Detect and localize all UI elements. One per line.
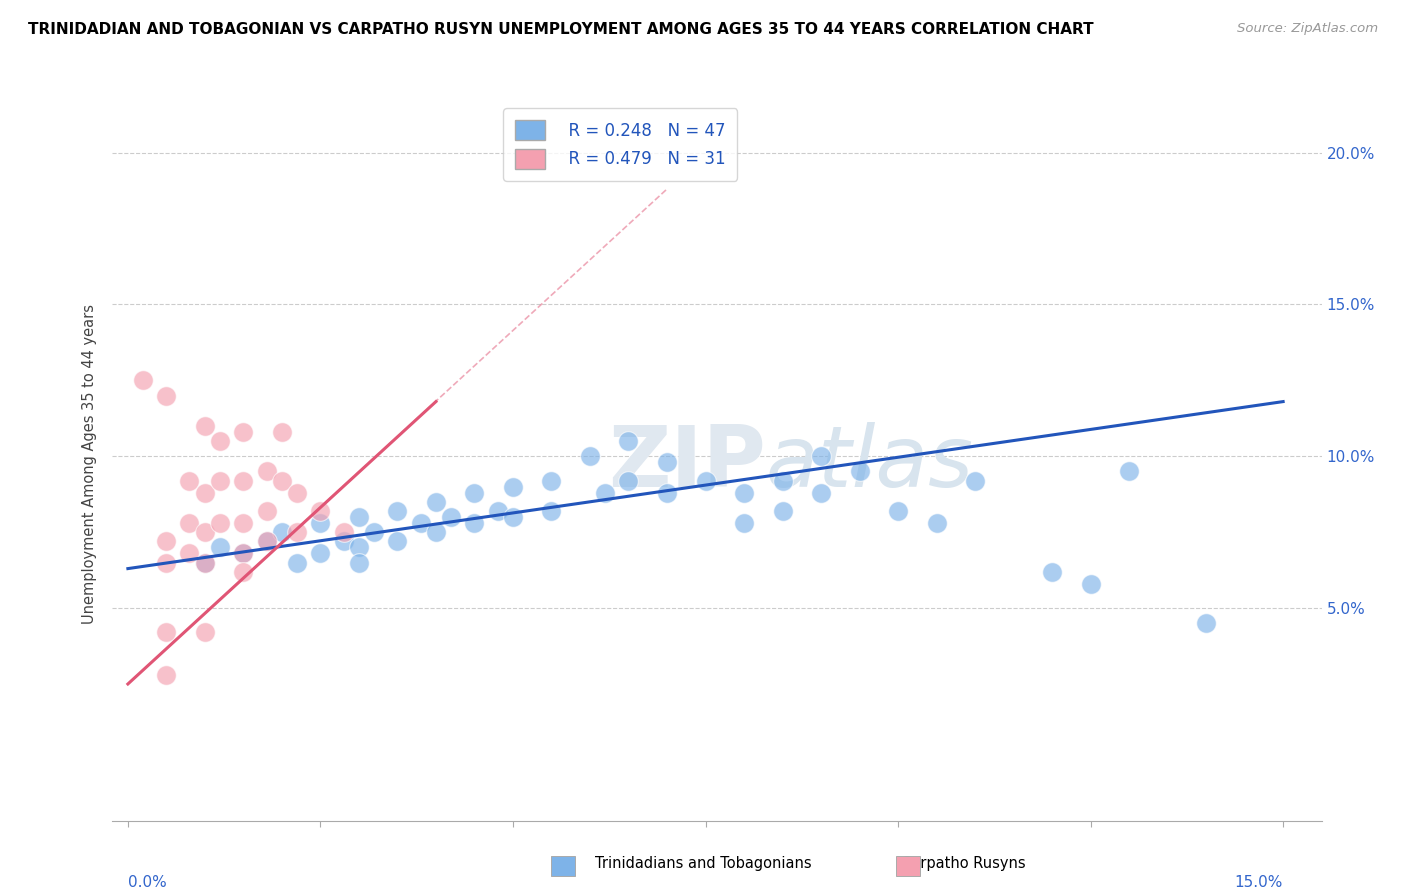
Point xyxy=(271,525,294,540)
Point xyxy=(848,465,870,479)
Point xyxy=(772,474,794,488)
Point xyxy=(256,465,278,479)
Point xyxy=(347,541,370,555)
Point xyxy=(409,516,432,530)
Text: Trinidadians and Tobagonians: Trinidadians and Tobagonians xyxy=(595,856,811,871)
Point xyxy=(772,504,794,518)
Point xyxy=(463,516,485,530)
Point xyxy=(463,485,485,500)
Point xyxy=(733,516,755,530)
Point xyxy=(285,556,308,570)
Point xyxy=(387,534,409,549)
Point xyxy=(486,504,509,518)
Text: 0.0%: 0.0% xyxy=(128,875,167,890)
Point xyxy=(155,534,177,549)
Point xyxy=(502,510,524,524)
Point xyxy=(425,525,447,540)
Point xyxy=(309,504,332,518)
Y-axis label: Unemployment Among Ages 35 to 44 years: Unemployment Among Ages 35 to 44 years xyxy=(82,304,97,624)
Point xyxy=(309,516,332,530)
Point xyxy=(209,541,232,555)
Point xyxy=(1195,616,1218,631)
Point xyxy=(387,504,409,518)
Point xyxy=(155,668,177,682)
Point xyxy=(502,480,524,494)
Point xyxy=(194,556,217,570)
Text: ZIP: ZIP xyxy=(607,422,765,506)
Point xyxy=(285,525,308,540)
Point xyxy=(332,534,354,549)
Text: Source: ZipAtlas.com: Source: ZipAtlas.com xyxy=(1237,22,1378,36)
Point xyxy=(194,525,217,540)
Point xyxy=(179,546,201,560)
Point xyxy=(232,565,254,579)
Point xyxy=(695,474,717,488)
Point xyxy=(179,474,201,488)
Point xyxy=(810,485,832,500)
Point xyxy=(209,474,232,488)
Point xyxy=(733,485,755,500)
Point xyxy=(194,418,217,433)
Point xyxy=(540,474,562,488)
Point xyxy=(1040,565,1063,579)
Point xyxy=(655,455,678,469)
Point xyxy=(810,449,832,463)
Point xyxy=(925,516,948,530)
Point xyxy=(309,546,332,560)
Text: TRINIDADIAN AND TOBAGONIAN VS CARPATHO RUSYN UNEMPLOYMENT AMONG AGES 35 TO 44 YE: TRINIDADIAN AND TOBAGONIAN VS CARPATHO R… xyxy=(28,22,1094,37)
Point xyxy=(256,534,278,549)
Point xyxy=(347,556,370,570)
Point xyxy=(232,474,254,488)
Text: atlas: atlas xyxy=(765,422,973,506)
Point xyxy=(617,474,640,488)
Point xyxy=(155,388,177,402)
Point xyxy=(194,485,217,500)
Legend:   R = 0.248   N = 47,   R = 0.479   N = 31: R = 0.248 N = 47, R = 0.479 N = 31 xyxy=(503,108,738,180)
Point xyxy=(1080,576,1102,591)
Point xyxy=(155,625,177,640)
Point xyxy=(132,373,155,387)
Point xyxy=(425,495,447,509)
Point xyxy=(271,425,294,439)
Point xyxy=(363,525,385,540)
Point xyxy=(232,546,254,560)
Point xyxy=(209,434,232,448)
Point xyxy=(887,504,910,518)
Point xyxy=(179,516,201,530)
Point xyxy=(332,525,354,540)
Point xyxy=(1118,465,1140,479)
Point xyxy=(256,534,278,549)
Point xyxy=(155,556,177,570)
Point xyxy=(440,510,463,524)
Point xyxy=(540,504,562,518)
Point xyxy=(617,434,640,448)
Point xyxy=(347,510,370,524)
Point xyxy=(965,474,987,488)
Point xyxy=(256,504,278,518)
Text: Carpatho Rusyns: Carpatho Rusyns xyxy=(901,856,1025,871)
Point xyxy=(194,556,217,570)
Point xyxy=(285,485,308,500)
Point xyxy=(209,516,232,530)
Point xyxy=(655,485,678,500)
Point xyxy=(232,516,254,530)
Point xyxy=(271,474,294,488)
Point xyxy=(232,425,254,439)
Point xyxy=(232,546,254,560)
Point xyxy=(595,485,617,500)
Point xyxy=(194,625,217,640)
Point xyxy=(579,449,602,463)
Text: 15.0%: 15.0% xyxy=(1234,875,1284,890)
